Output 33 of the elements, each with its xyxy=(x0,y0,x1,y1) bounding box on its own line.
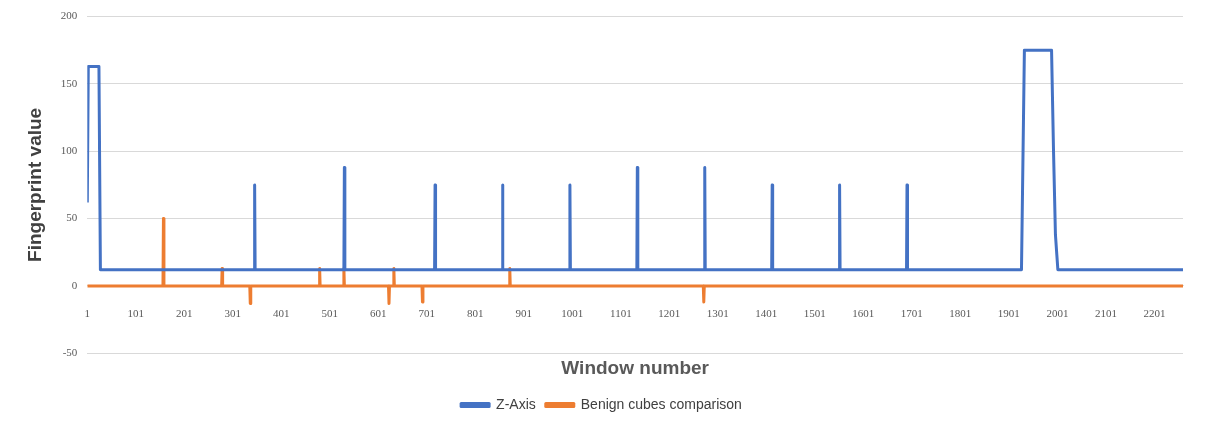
x-tick-label: 401 xyxy=(273,307,290,320)
y-tick-label: 150 xyxy=(60,76,78,89)
y-tick-label: -50 xyxy=(62,346,78,359)
x-tick-label: 1801 xyxy=(949,307,972,320)
x-tick-label: 1201 xyxy=(658,307,681,320)
x-tick-label: 2001 xyxy=(1046,307,1069,320)
x-tick-label: 301 xyxy=(224,307,242,320)
x-axis-title: Window number xyxy=(561,356,710,378)
x-tick-label: 801 xyxy=(467,307,484,320)
y-tick-label: 200 xyxy=(60,9,78,22)
y-tick-label: 50 xyxy=(66,211,78,224)
x-tick-label: 1901 xyxy=(997,307,1020,320)
legend-label: Benign cubes comparison xyxy=(580,395,742,412)
x-tick-label: 1301 xyxy=(706,307,729,320)
legend-label: Z-Axis xyxy=(496,395,536,412)
x-tick-label: 2201 xyxy=(1143,307,1166,320)
x-tick-label: 501 xyxy=(321,307,339,320)
x-tick-label: 201 xyxy=(176,307,193,320)
x-tick-label: 1001 xyxy=(561,307,584,320)
x-tick-label: 1501 xyxy=(803,307,826,320)
x-tick-label: 1701 xyxy=(900,307,923,320)
x-tick-label: 601 xyxy=(370,307,387,320)
x-tick-label: 1101 xyxy=(610,307,632,320)
y-tick-label: 100 xyxy=(60,144,78,157)
y-axis-title: Fingerprint value xyxy=(23,107,45,262)
x-tick-label: 1601 xyxy=(852,307,875,320)
x-tick-label: 2101 xyxy=(1094,307,1117,320)
y-tick-label: 0 xyxy=(71,278,78,291)
x-tick-label: 101 xyxy=(127,307,145,320)
x-tick-label: 1 xyxy=(84,307,91,320)
x-tick-label: 1401 xyxy=(755,307,778,320)
x-tick-label: 701 xyxy=(418,307,436,320)
x-tick-label: 901 xyxy=(515,307,533,320)
